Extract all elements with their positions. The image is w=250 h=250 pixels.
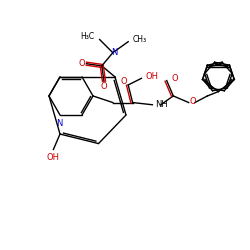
Text: O: O — [171, 74, 178, 83]
Text: O: O — [78, 59, 85, 68]
Text: OH: OH — [47, 154, 60, 162]
Text: NH: NH — [155, 100, 168, 109]
Text: CH₃: CH₃ — [132, 34, 147, 43]
Text: O: O — [120, 77, 127, 86]
Text: O: O — [189, 97, 196, 106]
Text: H₃C: H₃C — [80, 32, 94, 41]
Text: O: O — [101, 82, 107, 91]
Text: OH: OH — [146, 72, 159, 81]
Text: N: N — [56, 119, 62, 128]
Text: N: N — [111, 48, 117, 57]
